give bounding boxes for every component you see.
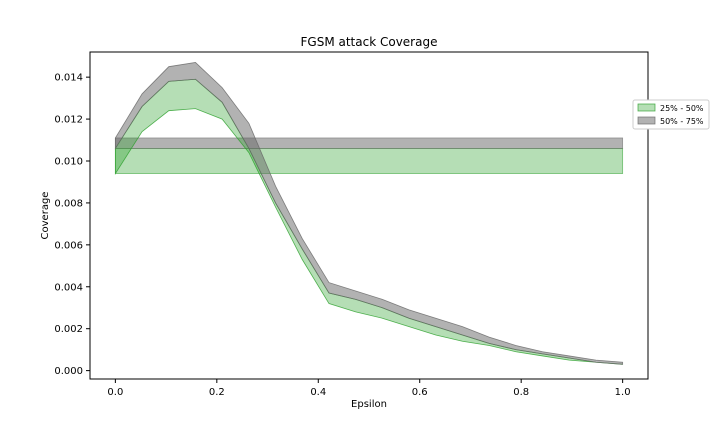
y-axis-label: Coverage <box>40 192 51 240</box>
x-axis-label: Epsilon <box>351 399 387 410</box>
y-tick-label: 0.010 <box>54 157 83 168</box>
legend-swatch-2 <box>637 116 656 125</box>
reference-bands <box>114 137 624 174</box>
x-tick-label: 0.0 <box>107 387 123 398</box>
y-tick-label: 0.006 <box>54 240 83 251</box>
y-tick-label: 0.000 <box>54 366 83 377</box>
y-tick-label: 0.014 <box>54 73 83 84</box>
legend-label-2: 50% - 75% <box>660 117 704 126</box>
series-area-2 <box>114 62 624 365</box>
reference-band-2 <box>114 137 624 149</box>
legend-items: 25% - 50% 50% - 75% <box>637 103 704 126</box>
legend-swatch-1 <box>637 103 656 112</box>
legend-label-1: 25% - 50% <box>660 104 704 113</box>
reference-band-1 <box>114 148 624 174</box>
y-tick-label: 0.002 <box>54 324 83 335</box>
y-tick-label: 0.012 <box>54 115 83 126</box>
y-tick-label: 0.008 <box>54 198 83 209</box>
x-axis: 0.0 0.2 0.4 0.6 0.8 1.0 <box>107 379 631 398</box>
series-area-1 <box>114 78 623 365</box>
x-tick-label: 0.4 <box>310 387 326 398</box>
x-tick-label: 0.6 <box>412 387 428 398</box>
y-axis: 0.000 0.002 0.004 0.006 0.008 0.010 0.012 0.014 <box>54 73 90 377</box>
plot-area <box>114 62 624 365</box>
x-tick-label: 1.0 <box>615 387 631 398</box>
y-tick-label: 0.004 <box>54 282 83 293</box>
chart-title: FGSM attack Coverage <box>301 35 438 49</box>
axes-frame <box>89 51 649 380</box>
legend: 25% - 50% 50% - 75% <box>632 99 710 130</box>
x-tick-label: 0.8 <box>513 387 529 398</box>
x-tick-label: 0.2 <box>209 387 225 398</box>
series-areas <box>114 62 624 365</box>
